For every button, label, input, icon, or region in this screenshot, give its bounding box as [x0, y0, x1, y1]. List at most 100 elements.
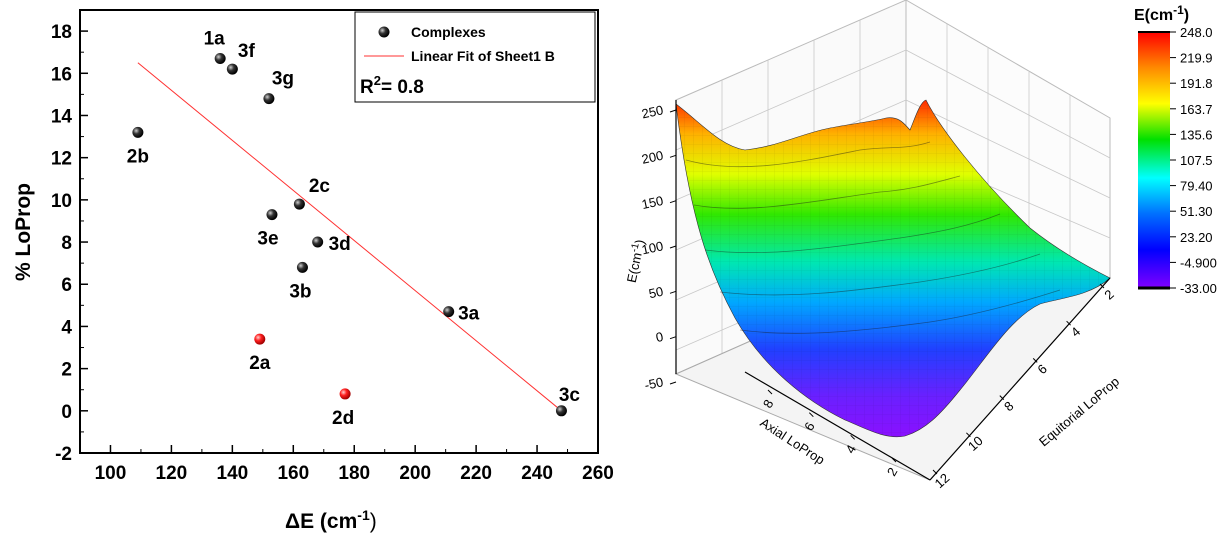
point-label: 1a [204, 29, 226, 50]
data-point-2d [339, 388, 351, 400]
z-tick-mark [669, 200, 677, 204]
colorbar-title: E(cm-1) [1134, 3, 1189, 24]
legend-box [354, 11, 596, 103]
x-axis: 100 120 140 160 180 200 220 240 260 [95, 445, 614, 484]
data-point-3d [312, 236, 324, 248]
z-tick-label: -50 [643, 374, 665, 393]
plot-frame [79, 9, 599, 454]
equatorial-tick-mark [932, 469, 938, 475]
data-point-3c [555, 405, 567, 417]
axial-tick-mark [850, 434, 856, 440]
z-tick-label: 50 [647, 284, 664, 302]
legend-label-complexes: Complexes [411, 24, 486, 40]
axial-axis-line [744, 371, 931, 481]
z-tick-label: 200 [640, 148, 664, 167]
z-tick-label: 0 [654, 329, 664, 345]
colorbar-gradient [1138, 32, 1170, 288]
point-label: 3d [329, 234, 351, 255]
z-tick-label: 150 [640, 193, 664, 212]
y-tick-label: 6 [61, 275, 72, 296]
equatorial-axis-title: Equitorial LoProp [1036, 374, 1122, 450]
scatter-chart: 100 120 140 160 180 200 220 240 260 -2 0 2 4 6 8 10 12 1… [12, 9, 614, 533]
x-tick-label: 100 [95, 463, 127, 484]
point-label: 3e [257, 229, 278, 250]
colorbar-tick-label: -33.00 [1180, 281, 1217, 296]
x-tick-label: 140 [217, 463, 249, 484]
legend: Complexes Linear Fit of Sheet1 B R2= 0.8 [354, 11, 596, 103]
x-tick-label: 160 [277, 463, 309, 484]
z-tick-mark [669, 245, 677, 249]
equatorial-tick-label: 8 [1001, 398, 1016, 414]
x-tick-label: 200 [399, 463, 431, 484]
point-label: 2c [309, 176, 331, 197]
data-point-3b [296, 261, 308, 273]
z-axis: -50 0 50 100 150 200 250 [640, 102, 677, 393]
data-point-2a [254, 333, 266, 345]
data-point-2c [293, 198, 305, 210]
equatorial-tick-mark [1099, 283, 1105, 289]
point-label: 3g [272, 69, 294, 90]
data-point-2b [132, 126, 144, 138]
colorbar-tick-label: 248.0 [1180, 25, 1213, 40]
x-tick-label: 180 [338, 463, 370, 484]
colorbar-tick-label: 135.6 [1180, 127, 1213, 142]
point-label: 2a [249, 353, 271, 374]
equatorial-tick-mark [1032, 358, 1038, 363]
z-axis-title: E(cm-1) [623, 238, 648, 284]
data-point-3f [226, 63, 238, 75]
colorbar-ticks: 248.0 219.9 191.8 163.7 135.6 107.5 79.40 51.30… [1170, 25, 1217, 296]
y-tick-label: -2 [55, 444, 72, 465]
colorbar-tick-label: 219.9 [1180, 51, 1213, 66]
surface-contours [685, 141, 1061, 334]
y-axis-title: % LoProp [12, 183, 35, 281]
equatorial-tick-mark [1066, 320, 1071, 326]
point-label: 3a [458, 304, 480, 325]
x-axis-title: ΔE (cm-1) [285, 507, 377, 533]
colorbar-tick-label: 163.7 [1180, 102, 1213, 117]
x-tick-label: 120 [156, 463, 188, 484]
surface-mesh [676, 100, 1110, 437]
y-tick-label: 12 [51, 149, 72, 170]
equatorial-tick-mark [999, 395, 1005, 400]
equatorial-tick-label: 2 [1101, 287, 1116, 303]
y-tick-label: 2 [61, 360, 72, 381]
data-points: 1a 3f 3g 2b 2c 3e 3d 3b 3a 2a 2d 3c [127, 29, 581, 429]
x-tick-label: 260 [582, 463, 614, 484]
z-tick-mark [669, 336, 677, 340]
z-tick-mark [669, 154, 677, 158]
y-tick-label: 18 [51, 22, 72, 43]
equatorial-axis-line [929, 277, 1111, 481]
colorbar-tick-label: 107.5 [1180, 153, 1213, 168]
z-tick-label: 100 [640, 238, 664, 257]
colorbar: E(cm-1) 248.0 219.9 191.8 163.7 135.6 107.5 79… [1134, 3, 1217, 296]
x-tick-label: 240 [521, 463, 553, 484]
data-point-3g [263, 93, 275, 105]
legend-label-fit: Linear Fit of Sheet1 B [411, 48, 555, 64]
y-tick-label: 8 [61, 233, 72, 254]
point-label: 3c [559, 385, 581, 406]
point-label: 3f [238, 41, 256, 62]
equatorial-tick-label: 6 [1034, 361, 1049, 377]
data-point-3a [443, 306, 455, 318]
point-label: 3b [289, 281, 311, 302]
z-tick-mark [669, 109, 677, 113]
colorbar-tick-label: -4.900 [1180, 255, 1217, 270]
z-tick-label: 250 [640, 102, 664, 121]
x-tick-label: 220 [460, 463, 492, 484]
colorbar-tick-label: 79.40 [1180, 179, 1213, 194]
point-label: 2b [127, 146, 149, 167]
y-tick-label: 0 [61, 402, 72, 423]
legend-marker-complexes [378, 26, 390, 38]
r-squared-annotation: R2= 0.8 [360, 73, 424, 98]
colorbar-tick-label: 191.8 [1180, 76, 1213, 91]
z-tick-mark [669, 290, 677, 294]
y-axis: -2 0 2 4 6 8 10 12 14 16 18 [51, 22, 88, 465]
colorbar-tick-label: 23.20 [1180, 230, 1213, 245]
y-tick-label: 16 [51, 64, 72, 85]
axial-tick-mark [808, 412, 814, 418]
linear-fit-line [137, 62, 562, 412]
axial-tick-mark [767, 389, 773, 395]
z-tick-mark [669, 381, 677, 385]
